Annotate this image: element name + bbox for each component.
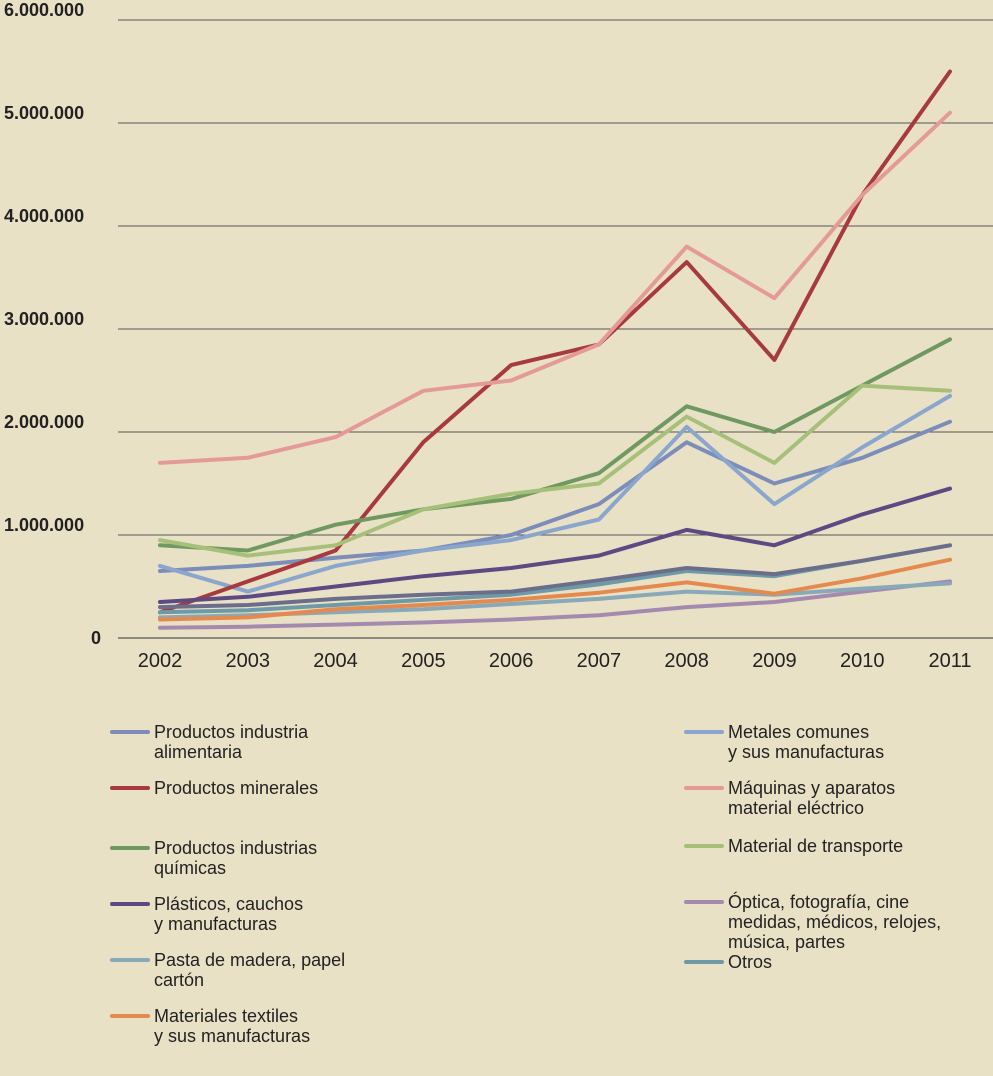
x-tick-label: 2007 (577, 650, 622, 672)
legend-label: Plásticos, cauchos (154, 894, 303, 914)
legend-label: y sus manufacturas (728, 742, 884, 762)
x-tick-label: 2004 (313, 650, 358, 672)
series-line (158, 579, 952, 630)
y-axis-ticks: 0 1.000.000 2.000.000 3.000.000 4.000.000 5.0… (4, 0, 101, 648)
x-tick-label: 2005 (401, 650, 446, 672)
legend-label: alimentaria (154, 742, 243, 762)
y-tick-label: 1.000.000 (4, 515, 84, 535)
legend-label: Metales comunes (728, 722, 869, 742)
legend-label: Otros (728, 952, 772, 972)
series-line (158, 383, 952, 558)
series-lines (158, 69, 952, 630)
legend-label: medidas, médicos, relojes, (728, 912, 941, 932)
legend-label: Material de transporte (728, 836, 903, 856)
series-line (158, 543, 952, 610)
x-tick-label: 2008 (664, 650, 709, 672)
series-line (158, 393, 952, 594)
legend-label: material eléctrico (728, 798, 864, 818)
x-tick-label: 2002 (138, 650, 183, 672)
grid-lines (118, 19, 993, 639)
y-tick-label: 5.000.000 (4, 103, 84, 123)
legend-label: Materiales textiles (154, 1006, 298, 1026)
legend-label: Productos minerales (154, 778, 318, 798)
series-line (158, 557, 952, 622)
legend: Productos industriaalimentariaProductos … (110, 722, 941, 1046)
series-line (158, 110, 952, 465)
x-tick-label: 2006 (489, 650, 534, 672)
legend-label: música, partes (728, 932, 845, 952)
legend-item: Otros (684, 952, 772, 972)
y-tick-label: 0 (91, 628, 101, 648)
x-tick-label: 2009 (752, 650, 797, 672)
series-line (158, 419, 952, 573)
legend-label: y sus manufacturas (154, 1026, 310, 1046)
y-tick-label: 3.000.000 (4, 309, 84, 329)
legend-label: Productos industria (154, 722, 309, 742)
legend-label: cartón (154, 970, 204, 990)
series-line (158, 337, 952, 553)
series-line (158, 69, 952, 615)
legend-label: Máquinas y aparatos (728, 778, 895, 798)
legend-label: químicas (154, 858, 226, 878)
x-tick-label: 2010 (840, 650, 885, 672)
y-tick-label: 4.000.000 (4, 206, 84, 226)
x-tick-label: 2003 (226, 650, 271, 672)
y-tick-label: 2.000.000 (4, 412, 84, 432)
series-line (158, 486, 952, 604)
legend-label: y manufacturas (154, 914, 277, 934)
legend-label: Productos industrias (154, 838, 317, 858)
x-axis-ticks: 2002 2003 2004 2005 2006 2007 2008 2009 2010 2011 (138, 650, 972, 672)
x-tick-label: 2011 (928, 650, 971, 672)
legend-label: Pasta de madera, papel (154, 950, 345, 970)
legend-label: Óptica, fotografía, cine (728, 891, 909, 912)
legend-item: Material de transporte (684, 836, 903, 856)
legend-item: Productos minerales (110, 778, 318, 798)
y-tick-label: 6.000.000 (4, 0, 84, 20)
